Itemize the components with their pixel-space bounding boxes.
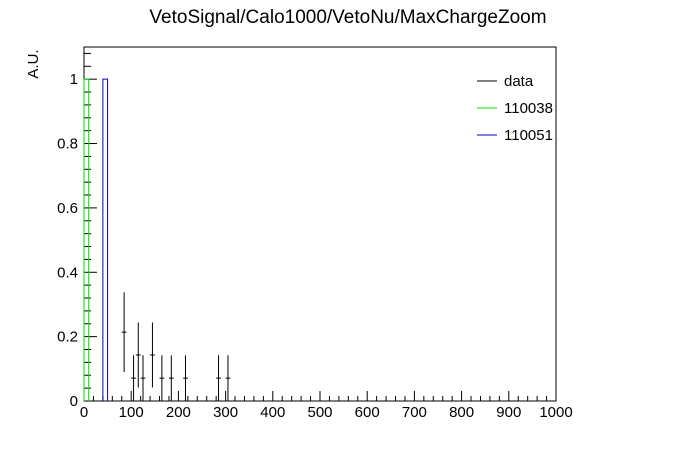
y-tick-label: 0.2 [57,329,78,346]
x-tick-label: 600 [355,404,380,421]
x-tick-label: 800 [449,404,474,421]
y-axis-label: A.U. [25,49,42,78]
legend: data 110038 110051 [477,73,553,144]
x-tick-label: 100 [119,404,144,421]
x-tick-label: 400 [260,404,285,421]
plot-frame [83,46,557,402]
series-layer [83,78,231,401]
x-tick-label: 700 [402,404,427,421]
x-axis: 0 100 200 300 400 500 600 700 800 900 1000 [80,391,573,421]
legend-entry-label: data [504,73,534,90]
y-axis: 0 0.2 0.4 0.6 0.8 1 [57,52,97,410]
y-tick-label: 1 [70,71,78,88]
y-tick-label: 0.4 [57,264,78,281]
y-tick-label: 0.8 [57,136,78,153]
x-tick-label: 300 [213,404,238,421]
x-tick-label: 0 [80,404,88,421]
histogram-bin [83,78,90,401]
y-tick-label: 0 [70,393,78,410]
legend-entry-label: 110051 [504,127,553,144]
y-tick-label: 0.6 [57,200,78,217]
x-tick-label: 500 [307,404,332,421]
histogram-bin [102,78,109,401]
x-tick-label: 900 [496,404,521,421]
legend-entry-label: 110038 [504,100,553,117]
chart-title: VetoSignal/Calo1000/VetoNu/MaxChargeZoom [149,7,546,28]
x-tick-label: 200 [166,404,191,421]
x-tick-label: 1000 [539,404,572,421]
